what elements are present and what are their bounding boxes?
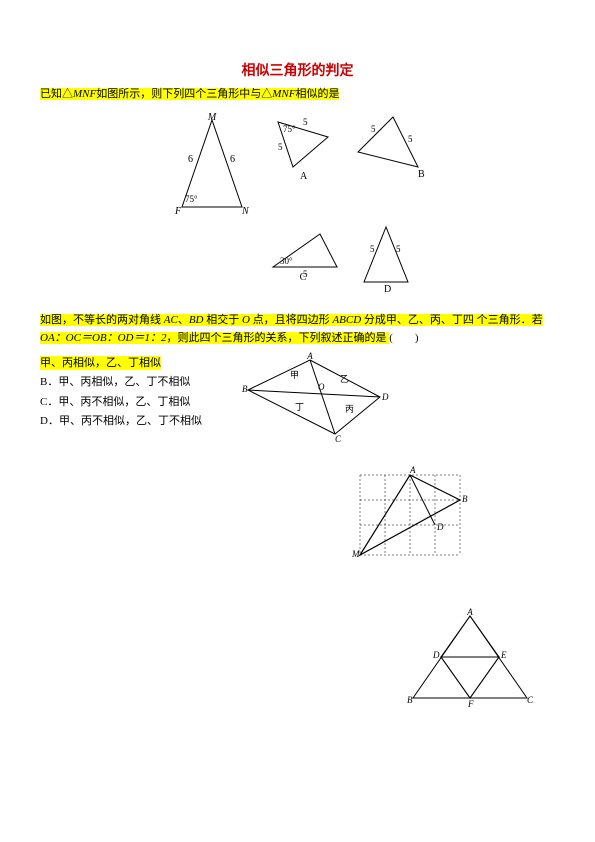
a-lbl: A	[300, 171, 308, 182]
f4D: D	[432, 650, 440, 660]
b-s2: 5	[408, 134, 413, 144]
q1-t3: 相似的是	[295, 88, 339, 100]
q2-options: 甲、丙相似，乙、丁相似 B．甲、丙相似，乙、丁不相似 C．甲、丙不相似，乙、丁相…	[40, 352, 220, 433]
lbl-M: M	[207, 112, 217, 123]
d-s2: 5	[396, 244, 401, 254]
f2O: O	[318, 382, 325, 392]
q1-t2: 如图所示，则下列四个三角形中与△	[96, 88, 272, 100]
q4-block: A B C D E F	[40, 608, 555, 711]
b-lbl: B	[418, 169, 425, 180]
q2-figure: A B C D O 甲 乙 丙 丁	[240, 352, 390, 445]
q2-block: 如图，不等长的两对角线 AC、BD 相交于 O 点，且将四边形 ABCD 分成甲…	[40, 312, 555, 445]
lbl-F: F	[174, 206, 182, 217]
f2B: B	[242, 384, 248, 394]
q2-optA: 甲、丙相似，乙、丁相似	[40, 356, 161, 370]
q1-choice-c: 30° 5 C	[265, 222, 345, 282]
f2yi: 乙	[340, 374, 349, 384]
q2bd: BD	[189, 314, 204, 326]
q2ac: AC	[164, 314, 178, 326]
c-lbl: C	[300, 272, 307, 282]
q2-stem: 如图，不等长的两对角线 AC、BD 相交于 O 点，且将四边形 ABCD 分成甲…	[40, 312, 555, 348]
q2m1: 、	[178, 314, 189, 326]
f2D: D	[381, 392, 389, 402]
q2end: ，则此四个三角形的关系，下列叙述正确的是	[167, 332, 387, 344]
q2-optD: D．甲、丙不相似，乙、丁不相似	[40, 413, 220, 430]
q1-choice-b: 5 5 B	[348, 112, 428, 192]
page-title: 相似三角形的判定	[40, 60, 555, 80]
q3-figure: A B M D	[350, 465, 480, 568]
f4B: B	[407, 695, 413, 705]
q1-figures: M F N 6 6 75° 75° 5 5 A 5 5 B 30° 5 C 5 …	[40, 112, 555, 292]
q2ratio: OA：OC＝OB：OD＝1：2	[40, 332, 167, 344]
q2p1: 如图，不等长的两对角线	[40, 314, 164, 326]
q1-mnf1: MNF	[73, 88, 96, 100]
q2-optC: C．甲、丙不相似，乙、丁相似	[40, 394, 220, 411]
angle75: 75°	[185, 194, 198, 204]
f4F: F	[467, 699, 474, 708]
d-lbl: D	[384, 284, 391, 292]
q2m3: 点，且将四边形	[250, 314, 333, 326]
q1-stem: 已知△MNF如图所示，则下列四个三角形中与△MNF相似的是	[40, 86, 555, 104]
f3A: A	[409, 465, 416, 475]
side6b: 6	[230, 154, 235, 165]
q2m4: 分成甲、乙、丙、丁四 个三角形．若	[361, 314, 543, 326]
f4A: A	[466, 608, 473, 617]
q2-paren: ( )	[389, 332, 418, 344]
q2m2: 相交于	[203, 314, 242, 326]
q2o: O	[242, 314, 250, 326]
f2bing: 丙	[345, 404, 354, 414]
q3-text	[40, 465, 320, 485]
c-ang: 30°	[280, 256, 293, 266]
f4E: E	[500, 650, 507, 660]
side6a: 6	[188, 154, 193, 165]
q1-choice-a: 75° 5 5 A	[268, 112, 338, 182]
q2-optB: B．甲、丙相似，乙、丁不相似	[40, 374, 220, 391]
a-s2: 5	[278, 142, 283, 152]
a-ang: 75°	[283, 124, 296, 134]
a-s1: 5	[303, 117, 308, 127]
f2C: C	[335, 434, 342, 442]
q1-mnf2: MNF	[272, 88, 295, 100]
b-s1: 5	[371, 124, 376, 134]
q1-t1: 已知△	[40, 88, 73, 100]
f4C: C	[527, 695, 534, 705]
f2A: A	[306, 352, 313, 361]
d-s1: 5	[370, 244, 375, 254]
f2jia: 甲	[290, 370, 299, 380]
q4-figure: A B C D E F	[405, 608, 535, 711]
q1-choice-d: 5 5 D	[356, 222, 416, 292]
f3D: D	[436, 522, 444, 532]
f3B: B	[462, 494, 468, 504]
lbl-N: N	[241, 206, 250, 217]
q2abcd: ABCD	[332, 314, 361, 326]
q1-main-triangle: M F N 6 6 75°	[167, 112, 257, 222]
f3M: M	[351, 549, 360, 559]
q3-block: A B M D	[40, 465, 555, 568]
f2ding: 丁	[295, 402, 304, 412]
